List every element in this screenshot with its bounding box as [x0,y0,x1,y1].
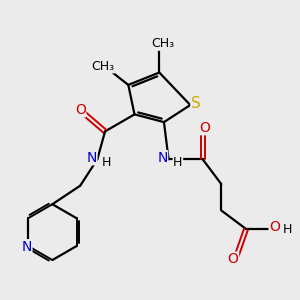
Text: N: N [22,240,32,254]
Text: O: O [228,252,238,266]
Text: H: H [101,156,111,169]
Text: O: O [200,121,211,135]
Text: S: S [191,96,201,111]
Text: N: N [86,151,97,165]
Text: O: O [75,103,86,117]
Text: CH₃: CH₃ [91,60,115,73]
Text: H: H [282,223,292,236]
Text: CH₃: CH₃ [152,37,175,50]
Text: H: H [173,156,183,169]
Text: N: N [157,151,168,165]
Text: O: O [269,220,280,235]
